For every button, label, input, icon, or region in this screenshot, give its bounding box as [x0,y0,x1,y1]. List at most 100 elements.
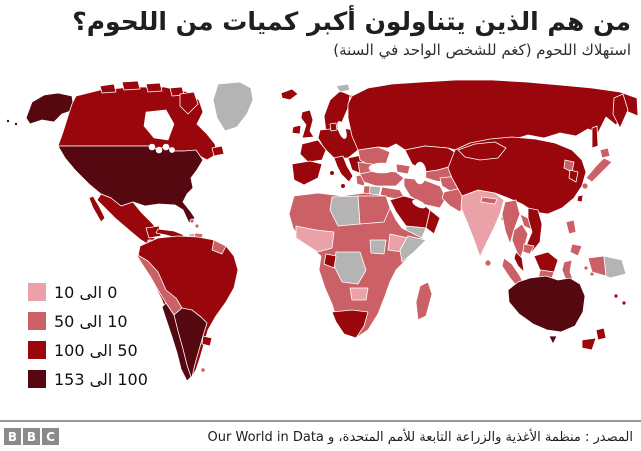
region-sri-lanka [484,259,492,267]
bbc-logo-letter: B [4,428,21,445]
region-australia [507,275,586,333]
arctic-island-shape [121,80,141,91]
legend-item: 50 الى 100 [28,340,178,360]
region-egypt [357,195,391,225]
region-somalia [399,235,427,263]
legend-swatch-0-10 [28,283,46,301]
bbc-logo: B B C [4,428,59,445]
bbc-logo-letter: C [42,428,59,445]
region-mongolia [457,141,507,161]
legend-item: 0 الى 10 [28,282,178,302]
region-tasmania [548,335,558,345]
region-newfoundland [211,145,225,157]
region-japan-kyushu [581,182,589,190]
region-zambia [349,287,369,301]
header: من هم الذين يتناولون أكبر كميات من اللحو… [10,6,631,59]
arctic-island-shape [145,82,163,93]
region-libya [329,195,361,227]
page-subtitle: استهلاك اللحوم (كغم للشخص الواحد في السن… [333,40,631,59]
footer: B B C المصدر : منظمة الأغذية والزراعة ال… [0,420,641,451]
region-taiwan [576,194,584,203]
source-credit: المصدر : منظمة الأغذية والزراعة التابعة … [207,430,633,445]
bahamas-island-icon [194,223,200,229]
region-caucasus [395,163,411,175]
region-mexico [96,193,160,247]
legend-label: 0 الى 10 [54,282,118,302]
bbc-logo-letter: B [23,428,40,445]
region-myanmar [501,199,521,245]
region-greenland [212,81,254,132]
legend-label: 10 الى 50 [54,311,128,331]
aleutian-island-icon [13,122,18,127]
hudson-bay-shape [143,109,175,141]
region-baffin-island [179,91,199,115]
region-sakhalin [591,125,599,149]
region-moluccas [583,265,595,277]
bahamas-island-icon [189,218,195,224]
region-bahamas [189,218,200,229]
black-sea-shape [368,162,396,174]
region-iceland [280,88,299,101]
region-sicily [340,183,346,189]
region-philippines-mindanao [569,243,583,257]
region-denmark [329,122,338,132]
region-vietnam [525,207,543,253]
region-new-zealand-south [581,337,597,351]
region-philippines-luzon [565,219,577,235]
great-lake-shape [169,147,175,153]
great-lake-shape [148,143,156,151]
region-gabon [323,253,337,269]
region-arctic-islands [99,80,185,97]
region-iberia [291,160,323,186]
legend-label: 100 الى 153 [54,369,148,389]
region-japan-honshu [585,157,613,183]
aleutian-island-icon [6,119,11,124]
region-south-korea [568,169,579,183]
region-sardinia [329,170,335,176]
region-yucatan [145,225,162,239]
region-nepal [480,196,498,205]
region-russia [347,79,639,151]
region-thailand [511,223,529,261]
baltic-sea-shape [337,121,347,139]
great-lake-shape [155,146,163,154]
region-west-africa-coast [295,225,335,253]
moluccas-island-icon [583,265,589,271]
legend: 0 الى 10 10 الى 50 50 الى 100 100 الى 15… [28,283,178,399]
legend-swatch-10-50 [28,312,46,330]
region-falkland-islands [200,367,206,373]
region-japan-hokkaido [599,147,611,159]
region-ireland [291,124,302,135]
region-oman [425,209,441,235]
legend-label: 50 الى 100 [54,340,138,360]
region-new-zealand-north [595,327,607,341]
region-italy [333,155,354,183]
region-madagascar [415,281,433,321]
region-uruguay [201,335,213,347]
great-lake-shape [162,143,170,151]
region-kamchatka [612,93,629,129]
caspian-sea-shape [413,161,427,185]
water-overlays [143,109,427,209]
region-malay-peninsula [513,251,525,273]
region-papua-new-guinea [603,255,627,279]
region-svalbard [335,83,351,93]
page-title: من هم الذين يتناولون أكبر كميات من اللحو… [72,7,631,36]
region-fiji [613,293,619,299]
region-south-africa [331,309,369,339]
legend-item: 10 الى 50 [28,311,178,331]
region-alaska [6,92,75,127]
region-france [299,139,327,163]
region-chile [161,302,192,382]
region-cambodia [522,243,535,255]
legend-item: 100 الى 153 [28,369,178,389]
region-south-sudan [369,239,387,255]
legend-swatch-100-153 [28,370,46,388]
persian-gulf-shape [412,199,426,209]
arctic-island-shape [99,83,117,94]
legend-swatch-50-100 [28,341,46,359]
region-guyanas [211,239,227,255]
region-baja-california [88,195,106,223]
